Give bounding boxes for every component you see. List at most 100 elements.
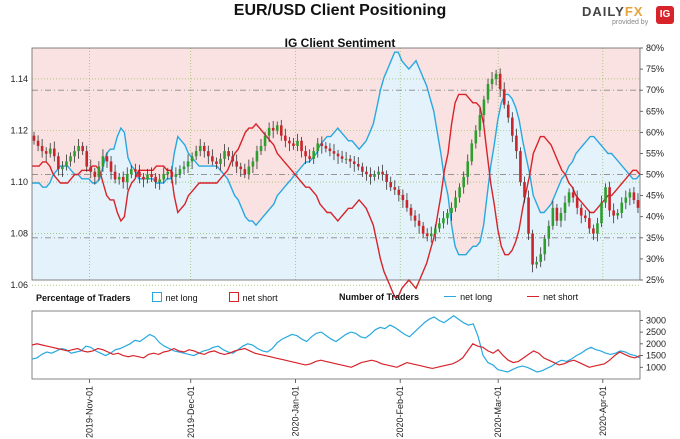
candle-body bbox=[36, 140, 40, 146]
candle-body bbox=[146, 174, 149, 180]
candle-body bbox=[279, 125, 283, 136]
candle-body bbox=[506, 104, 510, 118]
candle-body bbox=[207, 151, 210, 157]
candle-body bbox=[219, 158, 222, 164]
count-tick-label: 1500 bbox=[646, 351, 666, 361]
candle-body bbox=[527, 197, 530, 234]
candle-body bbox=[223, 151, 226, 159]
candle-body bbox=[198, 145, 202, 152]
y-tick-label: 1.12 bbox=[10, 125, 28, 135]
candle-body bbox=[125, 174, 129, 183]
candle-body bbox=[182, 166, 186, 170]
candle-body bbox=[405, 200, 409, 208]
candle-body bbox=[628, 192, 632, 198]
long-region bbox=[32, 52, 640, 281]
candle-body bbox=[466, 161, 470, 177]
net-long-count-line bbox=[31, 314, 641, 373]
y-tick-label: 1.10 bbox=[10, 177, 28, 187]
candle-body bbox=[624, 197, 628, 203]
y-tick-label: 1.06 bbox=[10, 280, 28, 290]
x-tick-label: 2020-Mar-01 bbox=[493, 386, 503, 438]
right-tick-label: 35% bbox=[646, 233, 664, 243]
candle-body bbox=[97, 166, 101, 177]
right-tick-label: 55% bbox=[646, 148, 664, 158]
candle-body bbox=[438, 223, 441, 229]
candle-body bbox=[81, 145, 84, 152]
candle-body bbox=[397, 189, 401, 195]
candle-body bbox=[365, 171, 368, 175]
legend-num-short: net short bbox=[543, 292, 579, 302]
candle-body bbox=[555, 207, 559, 221]
candle-body bbox=[166, 171, 170, 175]
legend-pct-heading: Percentage of Traders bbox=[36, 293, 131, 303]
candle-body bbox=[559, 212, 563, 221]
net-short-count-line bbox=[31, 343, 641, 370]
y-tick-label: 1.14 bbox=[10, 74, 28, 84]
candle-body bbox=[296, 140, 299, 146]
candle-body bbox=[583, 215, 587, 219]
candle-body bbox=[57, 156, 60, 170]
candle-body bbox=[89, 166, 93, 172]
candle-body bbox=[600, 202, 603, 224]
candle-body bbox=[44, 151, 48, 154]
candle-body bbox=[288, 140, 291, 144]
candle-body bbox=[474, 130, 478, 144]
right-tick-label: 75% bbox=[646, 64, 664, 74]
legend-num-long: net long bbox=[460, 292, 493, 302]
right-tick-label: 45% bbox=[646, 191, 664, 201]
legend-pct-short-swatch bbox=[228, 292, 239, 302]
candle-body bbox=[417, 220, 421, 226]
candle-body bbox=[328, 148, 332, 152]
candle-body bbox=[101, 156, 105, 167]
legend-number: Number of Traders net long net short bbox=[339, 292, 578, 302]
candle-body bbox=[539, 254, 542, 262]
candle-body bbox=[304, 151, 307, 157]
candle-body bbox=[393, 187, 397, 190]
candle-body bbox=[113, 171, 117, 180]
candle-body bbox=[65, 161, 68, 167]
candle-body bbox=[616, 212, 620, 216]
candle-body bbox=[547, 225, 551, 239]
candle-body bbox=[340, 156, 344, 159]
right-tick-label: 25% bbox=[646, 275, 664, 285]
candle-body bbox=[421, 225, 425, 234]
brand-name-a: DAILY bbox=[582, 4, 625, 19]
candle-body bbox=[300, 140, 303, 152]
candle-body bbox=[227, 151, 230, 157]
candle-body bbox=[458, 187, 461, 198]
candle-body bbox=[243, 169, 247, 175]
candle-body bbox=[158, 179, 161, 183]
candle-body bbox=[356, 164, 360, 167]
candle-body bbox=[162, 174, 166, 180]
candle-body bbox=[186, 161, 190, 167]
candle-body bbox=[486, 84, 490, 100]
candle-body bbox=[316, 143, 320, 152]
candle-body bbox=[61, 166, 64, 170]
candle-body bbox=[515, 135, 518, 152]
candle-body bbox=[142, 176, 145, 180]
chart-title: EUR/USD Client Positioning bbox=[233, 2, 447, 19]
candle-body bbox=[361, 166, 364, 172]
x-tick-label: 2020-Apr-01 bbox=[598, 386, 608, 436]
x-tick-label: 2020-Feb-01 bbox=[395, 386, 405, 438]
candle-body bbox=[381, 171, 384, 175]
right-tick-label: 60% bbox=[646, 127, 664, 137]
candle-body bbox=[85, 151, 89, 167]
candle-body bbox=[498, 73, 502, 90]
candle-body bbox=[377, 171, 380, 175]
candle-body bbox=[109, 161, 113, 172]
right-tick-label: 80% bbox=[646, 43, 664, 53]
right-tick-label: 30% bbox=[646, 254, 664, 264]
dailyfx-logo: DAILYFX provided by IG bbox=[582, 4, 678, 26]
top-panel-frame bbox=[31, 47, 641, 281]
candle-body bbox=[612, 210, 615, 216]
candle-body bbox=[117, 176, 121, 180]
candle-body bbox=[69, 156, 72, 162]
candle-body bbox=[324, 145, 328, 149]
candle-body bbox=[535, 261, 538, 265]
count-tick-label: 2000 bbox=[646, 339, 666, 349]
candle-body bbox=[571, 192, 575, 198]
candle-body bbox=[150, 174, 153, 177]
candle-body bbox=[592, 228, 595, 234]
